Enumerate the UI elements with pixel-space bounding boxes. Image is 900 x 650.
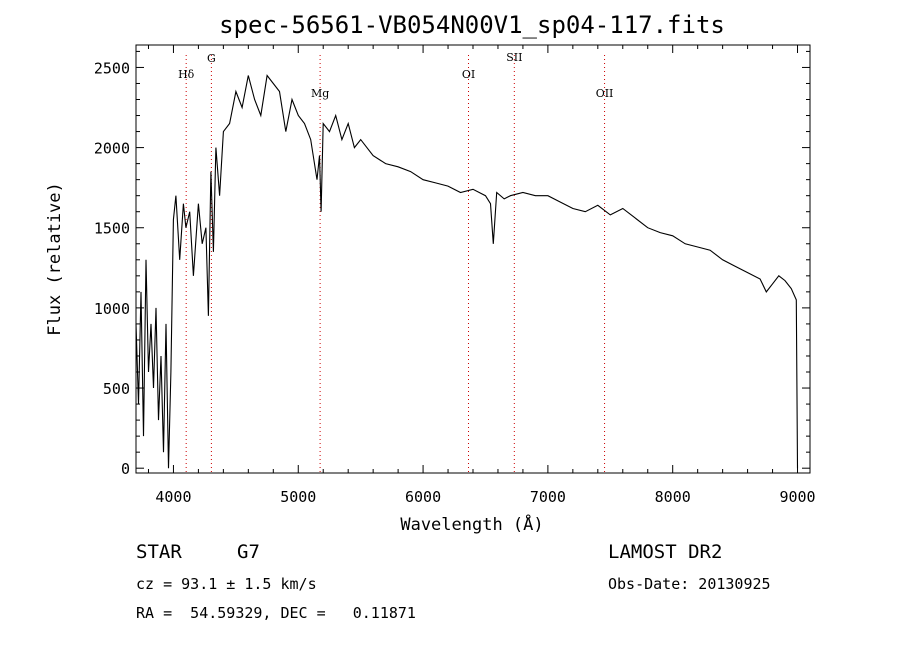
line-marker-label: Hδ [178, 68, 195, 81]
chart-title: spec-56561-VB054N00V1_sp04-117.fits [219, 11, 725, 39]
observation-date: Obs-Date: 20130925 [608, 575, 771, 593]
spectrum-series-line [135, 74, 799, 469]
x-tick-label: 7000 [530, 488, 566, 506]
y-axis-label: Flux (relative) [45, 182, 65, 336]
y-tick-label: 1500 [94, 220, 130, 238]
coordinates: RA = 54.59329, DEC = 0.11871 [136, 604, 416, 622]
x-tick-label: 9000 [779, 488, 815, 506]
y-tick-label: 2500 [94, 59, 130, 77]
plot-frame [135, 44, 811, 474]
line-marker-label: G [207, 52, 216, 65]
y-tick-label: 0 [121, 460, 130, 478]
x-tick-label: 6000 [405, 488, 441, 506]
emission-line-markers: Hδ G Mg OI SII OII [178, 51, 613, 473]
x-axis-label: Wavelength (Å) [400, 513, 543, 535]
line-marker-label: OI [462, 68, 475, 81]
line-marker-label: SII [506, 51, 522, 64]
y-tick-label: 1000 [94, 300, 130, 318]
x-tick-label: 5000 [280, 488, 316, 506]
object-class: STAR [136, 541, 182, 563]
x-tick-label: 4000 [155, 488, 191, 506]
redshift-cz: cz = 93.1 ± 1.5 km/s [136, 575, 317, 593]
survey-name: LAMOST DR2 [608, 541, 723, 563]
line-marker-label: OII [596, 87, 614, 100]
y-axis: 0 500 1000 1500 2000 2500 [94, 50, 810, 478]
object-subclass: G7 [237, 541, 260, 563]
x-axis: 4000 5000 6000 7000 8000 9000 [147, 45, 816, 506]
x-tick-label: 8000 [655, 488, 691, 506]
y-tick-label: 2000 [94, 140, 130, 158]
line-marker-label: Mg [311, 87, 329, 100]
y-tick-label: 500 [103, 380, 130, 398]
